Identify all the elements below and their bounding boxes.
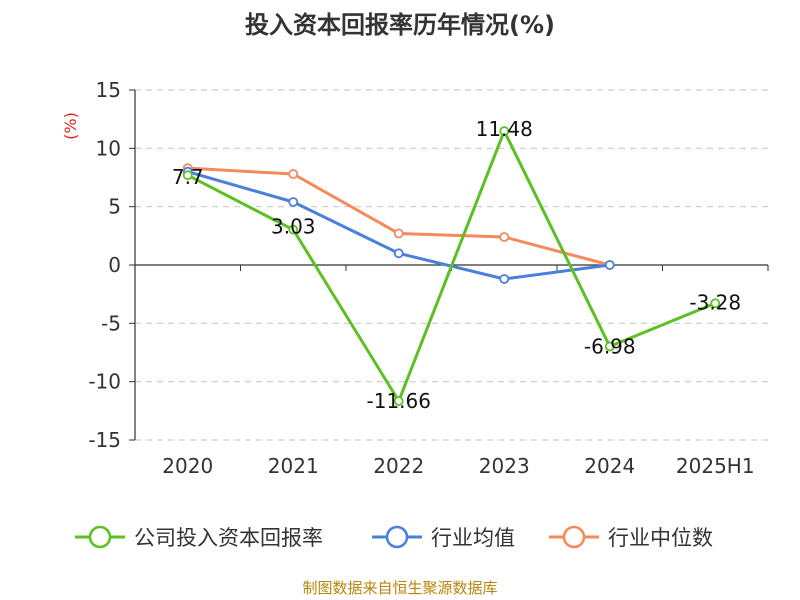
legend-label: 公司投入资本回报率 (134, 526, 323, 550)
legend-marker (385, 525, 409, 549)
legend-item-0: 公司投入资本回报率 (75, 525, 323, 550)
y-tick-label: 5 (108, 195, 121, 219)
data-label: -3.28 (689, 290, 741, 314)
x-tick-label: 2021 (268, 454, 319, 478)
y-tick-label: 10 (96, 136, 121, 160)
data-point (288, 169, 299, 179)
series-0 (182, 126, 721, 406)
y-tick-label: 0 (108, 253, 121, 277)
x-tick-label: 2025H1 (676, 454, 755, 478)
legend-marker (88, 525, 112, 549)
legend: 公司投入资本回报率 行业均值 行业中位数 (75, 525, 713, 550)
data-point (499, 126, 510, 136)
source-note: 制图数据来自恒生聚源数据库 (302, 579, 497, 597)
data-point (182, 170, 193, 181)
legend-label: 行业均值 (431, 526, 515, 550)
data-label: -11.66 (367, 389, 431, 413)
legend-item-2: 行业中位数 (549, 525, 713, 550)
data-point (499, 274, 510, 284)
data-point (710, 298, 721, 309)
data-point (288, 224, 299, 235)
y-tick-label: -10 (88, 370, 121, 394)
chart-title: 投入资本回报率历年情况(%) (245, 11, 555, 39)
x-tick-label: 2024 (584, 454, 635, 478)
data-label: -6.98 (584, 334, 636, 358)
data-point (288, 197, 299, 207)
data-point (393, 248, 404, 259)
y-tick-label: -5 (101, 311, 121, 335)
data-label: 7.7 (172, 165, 204, 189)
legend-marker (562, 525, 586, 549)
data-point (393, 396, 404, 406)
data-point (393, 228, 404, 239)
legend-item-1: 行业均值 (372, 525, 515, 550)
data-point (604, 260, 615, 270)
x-tick-labels: 2020 2021 2022 2023 2024 2025H1 (162, 454, 754, 478)
legend-label: 行业中位数 (608, 526, 713, 550)
y-tick-label: 15 (96, 78, 121, 102)
data-label: 11.48 (476, 117, 533, 141)
data-labels: 7.7 3.03 -11.66 11.48 -6.98 -3.28 (172, 117, 741, 413)
y-tick-labels: 15 10 5 0 -5 -10 -15 (88, 78, 121, 452)
y-axis-unit: (%) (61, 112, 80, 140)
x-tick-label: 2022 (373, 454, 424, 478)
series-1 (182, 166, 615, 284)
x-tick-label: 2023 (479, 454, 530, 478)
series-line (187, 170, 610, 281)
x-tick-label: 2020 (162, 454, 213, 478)
data-point (499, 232, 510, 242)
series-layer (182, 126, 721, 406)
data-label: 3.03 (271, 215, 316, 239)
data-point (604, 341, 615, 352)
y-tick-label: -15 (88, 428, 121, 452)
series-line (187, 129, 716, 403)
